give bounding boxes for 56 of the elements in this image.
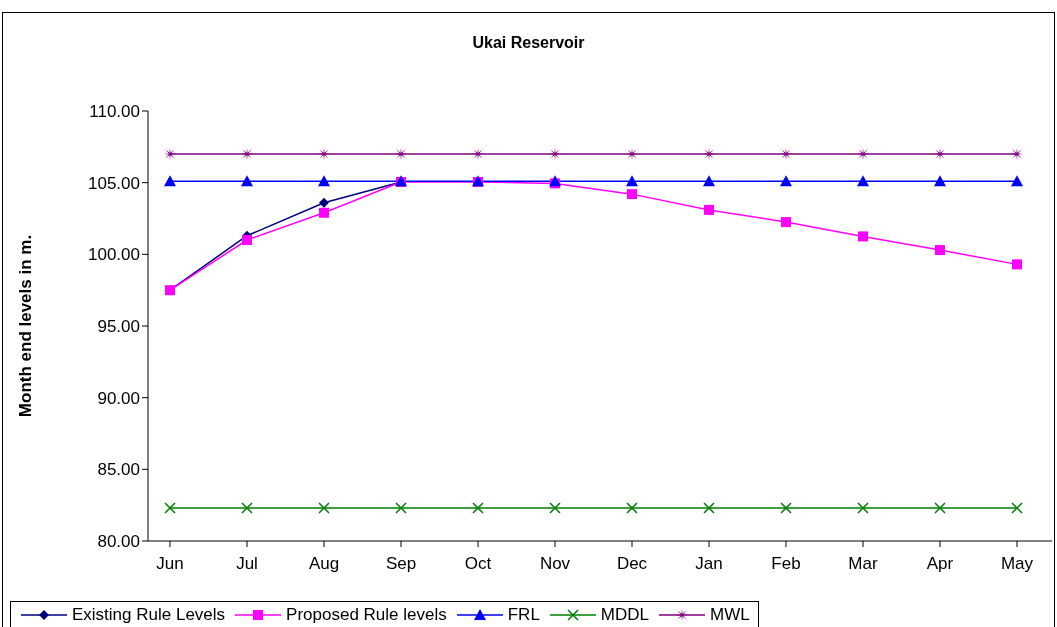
x-tick-label: Apr: [926, 554, 954, 574]
x-tick-label: Jun: [156, 554, 184, 574]
point: [780, 175, 792, 187]
x-tick-label: Feb: [771, 554, 801, 574]
point: [1011, 502, 1023, 514]
x-tick-label: Jan: [695, 554, 723, 574]
point: [318, 175, 330, 187]
point: [472, 502, 484, 514]
y-tick-label: 90.00: [97, 388, 140, 408]
point: [934, 502, 946, 514]
legend-label: Proposed Rule levels: [286, 605, 447, 625]
y-axis-title: Month end levels in m.: [16, 234, 36, 418]
point: [549, 502, 561, 514]
x-tick-label: Oct: [464, 554, 492, 574]
point: [164, 502, 176, 514]
y-tick-label: 85.00: [97, 460, 140, 480]
y-tick-label: 100.00: [88, 245, 140, 265]
x-tick-label: Aug: [308, 554, 340, 574]
point: [318, 502, 330, 514]
x-tick-label: Jul: [236, 554, 258, 574]
x-tick-label: Dec: [616, 554, 648, 574]
legend-label: MWL: [710, 605, 750, 625]
y-tick-label: 110.00: [89, 102, 140, 122]
x-tick-label: Mar: [848, 554, 878, 574]
point: [242, 235, 252, 245]
legend-label: MDDL: [600, 605, 650, 625]
point: [1012, 259, 1022, 270]
point: [319, 197, 329, 208]
point: [241, 175, 253, 187]
x-tick-label: Nov: [539, 554, 571, 574]
chart-title: Ukai Reservoir: [471, 34, 586, 52]
point: [781, 217, 791, 228]
y-tick-label: 105.00: [88, 173, 140, 193]
y-tick-label: 95.00: [97, 317, 140, 337]
point: [627, 189, 637, 200]
point: [857, 502, 869, 514]
point: [319, 207, 329, 218]
point: [1011, 175, 1023, 187]
legend-label: Existing Rule Levels: [72, 605, 226, 625]
point: [857, 175, 869, 187]
x-tick-label: Sep: [385, 554, 417, 574]
point: [858, 231, 868, 242]
point: [703, 175, 715, 187]
point: [935, 245, 945, 256]
point: [704, 204, 714, 215]
point: [703, 502, 715, 514]
y-tick-label: 80.00: [97, 532, 140, 552]
point: [395, 502, 407, 514]
point: [780, 502, 792, 514]
x-tick-label: May: [1000, 554, 1034, 574]
point: [241, 502, 253, 514]
point: [626, 175, 638, 187]
legend-label: FRL: [507, 605, 540, 625]
point: [164, 175, 176, 187]
point: [626, 502, 638, 514]
point: [934, 175, 946, 187]
